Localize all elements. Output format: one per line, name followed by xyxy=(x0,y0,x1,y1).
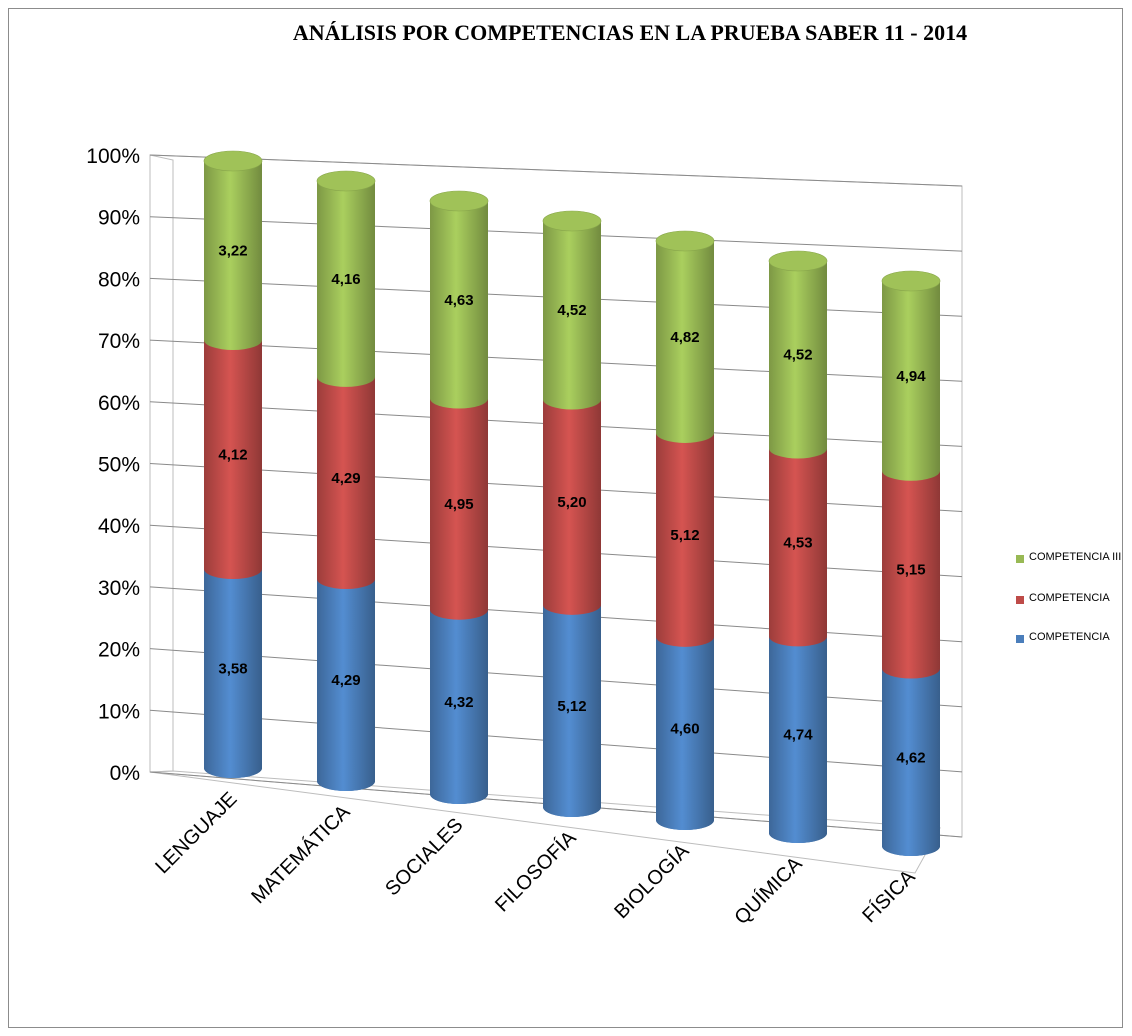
y-tick-label: 100% xyxy=(86,145,140,168)
chart-title: ANÁLISIS POR COMPETENCIAS EN LA PRUEBA S… xyxy=(292,20,968,45)
legend-swatch xyxy=(1016,555,1024,563)
legend-label: COMPETENCIA xyxy=(1029,631,1110,643)
data-label: 4,29 xyxy=(331,672,360,689)
data-label: 5,20 xyxy=(557,494,586,511)
data-label: 4,60 xyxy=(670,720,699,737)
y-tick-label: 40% xyxy=(98,515,140,538)
data-label: 4,94 xyxy=(896,368,926,385)
y-tick-label: 20% xyxy=(98,639,140,662)
data-label: 4,62 xyxy=(896,749,925,766)
bar-segment xyxy=(882,470,940,679)
data-label: 4,32 xyxy=(444,694,473,711)
data-label: 5,12 xyxy=(670,527,699,544)
y-tick-label: 30% xyxy=(98,577,140,600)
y-tick-label: 60% xyxy=(98,392,140,415)
bar-stack xyxy=(655,230,715,830)
x-tick-label: FILOSOFÍA xyxy=(490,826,581,917)
bar-stack xyxy=(429,190,489,804)
y-tick-label: 70% xyxy=(98,330,140,353)
data-label: 4,95 xyxy=(444,496,473,513)
legend-label: COMPETENCIA III xyxy=(1029,551,1122,563)
x-tick-label: MATEMÁTICA xyxy=(247,800,355,908)
bar-segment xyxy=(656,241,714,443)
bar-segment xyxy=(317,181,375,387)
data-label: 4,74 xyxy=(783,727,813,744)
bar-segment xyxy=(656,636,714,830)
x-tick-label: FÍSICA xyxy=(858,865,920,927)
data-label: 5,12 xyxy=(557,698,586,715)
legend-item-series-1: COMPETENCIA xyxy=(1016,631,1125,644)
legend-item-series-2: COMPETENCIA xyxy=(1016,592,1125,605)
data-label: 4,53 xyxy=(783,534,812,551)
bar-top-cap xyxy=(768,250,828,272)
bar-stack xyxy=(316,170,376,791)
y-tick-label: 90% xyxy=(98,207,140,230)
bar-top-cap xyxy=(316,170,376,192)
bar-segment xyxy=(204,339,262,580)
bar-segment xyxy=(882,281,940,481)
data-label: 4,29 xyxy=(331,470,360,487)
bar-stack xyxy=(542,210,602,817)
bar-top-cap xyxy=(881,270,941,292)
data-label: 4,52 xyxy=(557,302,586,319)
bar-segment xyxy=(769,448,827,647)
bar-top-cap xyxy=(203,150,263,172)
bar-segment xyxy=(543,604,601,817)
bar-segment xyxy=(204,161,262,350)
data-label: 4,52 xyxy=(783,347,812,364)
bar-segment xyxy=(430,398,488,620)
gridline xyxy=(149,154,963,187)
bar-stack xyxy=(768,250,828,843)
bar-top-cap xyxy=(655,230,715,252)
bar-segment xyxy=(656,432,714,647)
x-tick-label: QUÍMICA xyxy=(730,852,807,929)
bar-segment xyxy=(204,569,262,778)
y-tick-label: 0% xyxy=(110,762,140,785)
bar-segment xyxy=(769,261,827,459)
x-tick-label: BIOLOGÍA xyxy=(610,839,694,923)
legend-label: COMPETENCIA xyxy=(1029,592,1110,604)
data-label: 5,15 xyxy=(896,562,925,579)
y-tick-label: 80% xyxy=(98,268,140,291)
data-label: 4,82 xyxy=(670,329,699,346)
data-label: 4,12 xyxy=(218,446,247,463)
y-tick-label: 50% xyxy=(98,454,140,477)
x-tick-label: SOCIALES xyxy=(381,814,467,900)
bar-segment xyxy=(769,636,827,843)
bar-stack xyxy=(203,150,263,778)
legend-swatch xyxy=(1016,596,1024,604)
bar-segment xyxy=(882,668,940,856)
x-tick-label: LENGUAJE xyxy=(151,788,241,878)
bar-top-cap xyxy=(429,190,489,212)
bar-top-cap xyxy=(542,210,602,232)
data-label: 4,16 xyxy=(331,271,360,288)
legend-swatch xyxy=(1016,635,1024,643)
legend-item-series-3: COMPETENCIA III xyxy=(1016,551,1125,564)
data-label: 3,58 xyxy=(218,661,247,678)
bar-segment xyxy=(317,578,375,791)
bar-segment xyxy=(543,221,601,410)
bar-segment xyxy=(317,376,375,589)
y-tick-label: 10% xyxy=(98,700,140,723)
bar-segment xyxy=(430,201,488,409)
bar-segment xyxy=(543,399,601,615)
data-label: 4,63 xyxy=(444,292,473,309)
data-label: 3,22 xyxy=(218,242,247,259)
bar-stack xyxy=(881,270,941,856)
bar-segment xyxy=(430,609,488,804)
